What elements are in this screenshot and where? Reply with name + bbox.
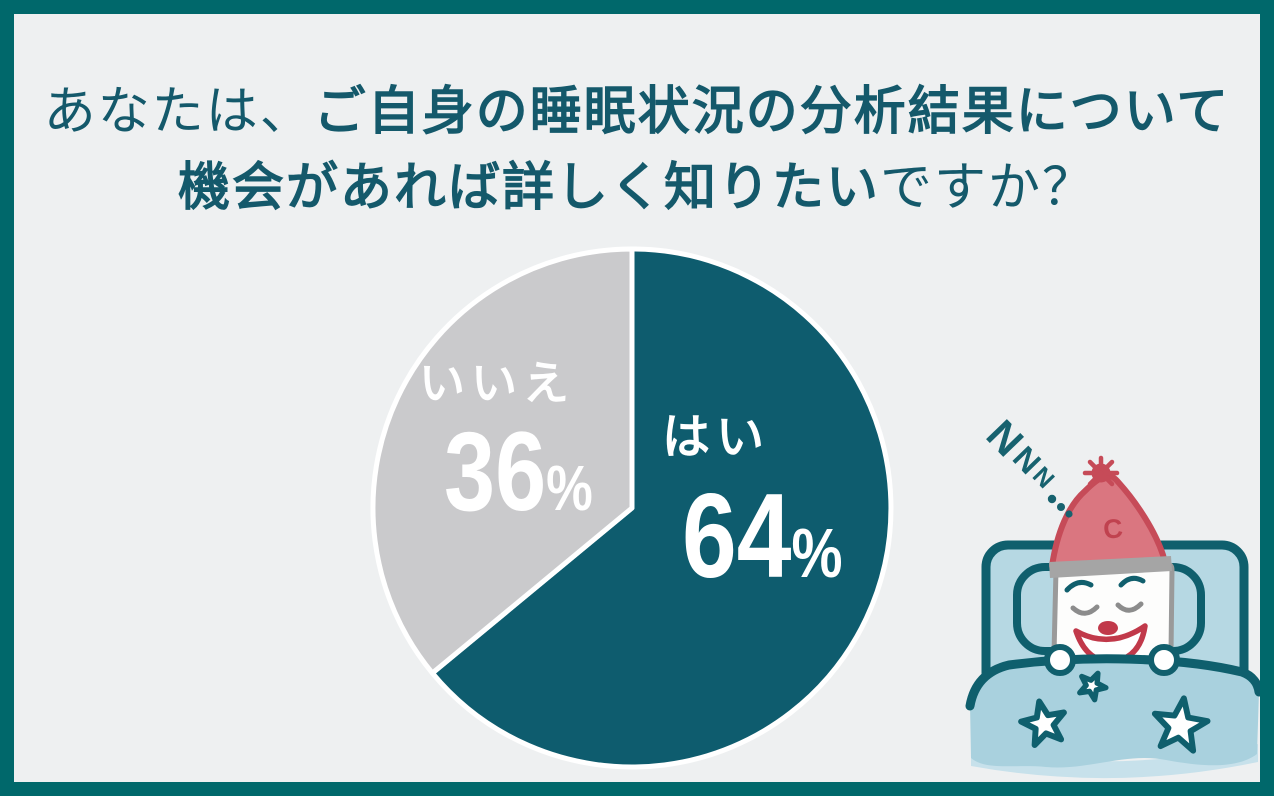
no-value-unit: % [546, 452, 593, 524]
star-medium [1018, 698, 1067, 749]
survey-question-title: あなたは、ご自身の睡眠状況の分析結果について 機会があれば詳しく知りたいですか？ [14, 74, 1260, 226]
smiling-mouth [1073, 623, 1148, 665]
pompom-icon [1082, 455, 1120, 487]
blanket-edge [965, 654, 1260, 711]
yes-slice-label: はい [661, 411, 770, 464]
title-line2-normal: ですか？ [880, 159, 1097, 217]
yes-slice-value: 64% [682, 476, 843, 596]
title-line1-normal: あなたは、 [43, 83, 314, 141]
pie-slice-no [370, 246, 635, 676]
right-hand [1148, 644, 1180, 676]
yes-value-unit: % [791, 514, 843, 592]
title-line-2: 機会があれば詳しく知りたいですか？ [14, 150, 1260, 226]
under-sheet [971, 744, 1258, 779]
sleeping-mascot-illustration: C N N N [965, 411, 1260, 779]
right-closed-eye [1115, 601, 1144, 613]
left-eyebrow [1064, 579, 1094, 593]
no-slice-value: 36% [444, 416, 593, 528]
yes-value-number: 64 [682, 469, 792, 603]
right-eyebrow [1118, 575, 1146, 588]
title-line-1: あなたは、ご自身の睡眠状況の分析結果について [14, 74, 1260, 150]
title-line2-bold: 機会があれば詳しく知りたい [177, 159, 880, 217]
star-large [1151, 695, 1211, 754]
no-slice-label: いいえ [419, 357, 575, 409]
left-hand [1044, 644, 1076, 676]
pie-chart [370, 246, 894, 770]
cap-letter: C [1102, 513, 1125, 545]
snore-dots [1047, 494, 1057, 504]
cap-band [1049, 556, 1172, 578]
pie-slice-yes [429, 246, 894, 770]
no-value-number: 36 [444, 409, 547, 534]
title-line1-bold: ご自身の睡眠状況の分析結果について [313, 83, 1231, 141]
star-small [1077, 670, 1109, 703]
snore-zzz: N N N [978, 411, 1073, 518]
blanket [970, 657, 1259, 768]
nose [1098, 621, 1118, 635]
left-closed-eye [1070, 604, 1100, 616]
